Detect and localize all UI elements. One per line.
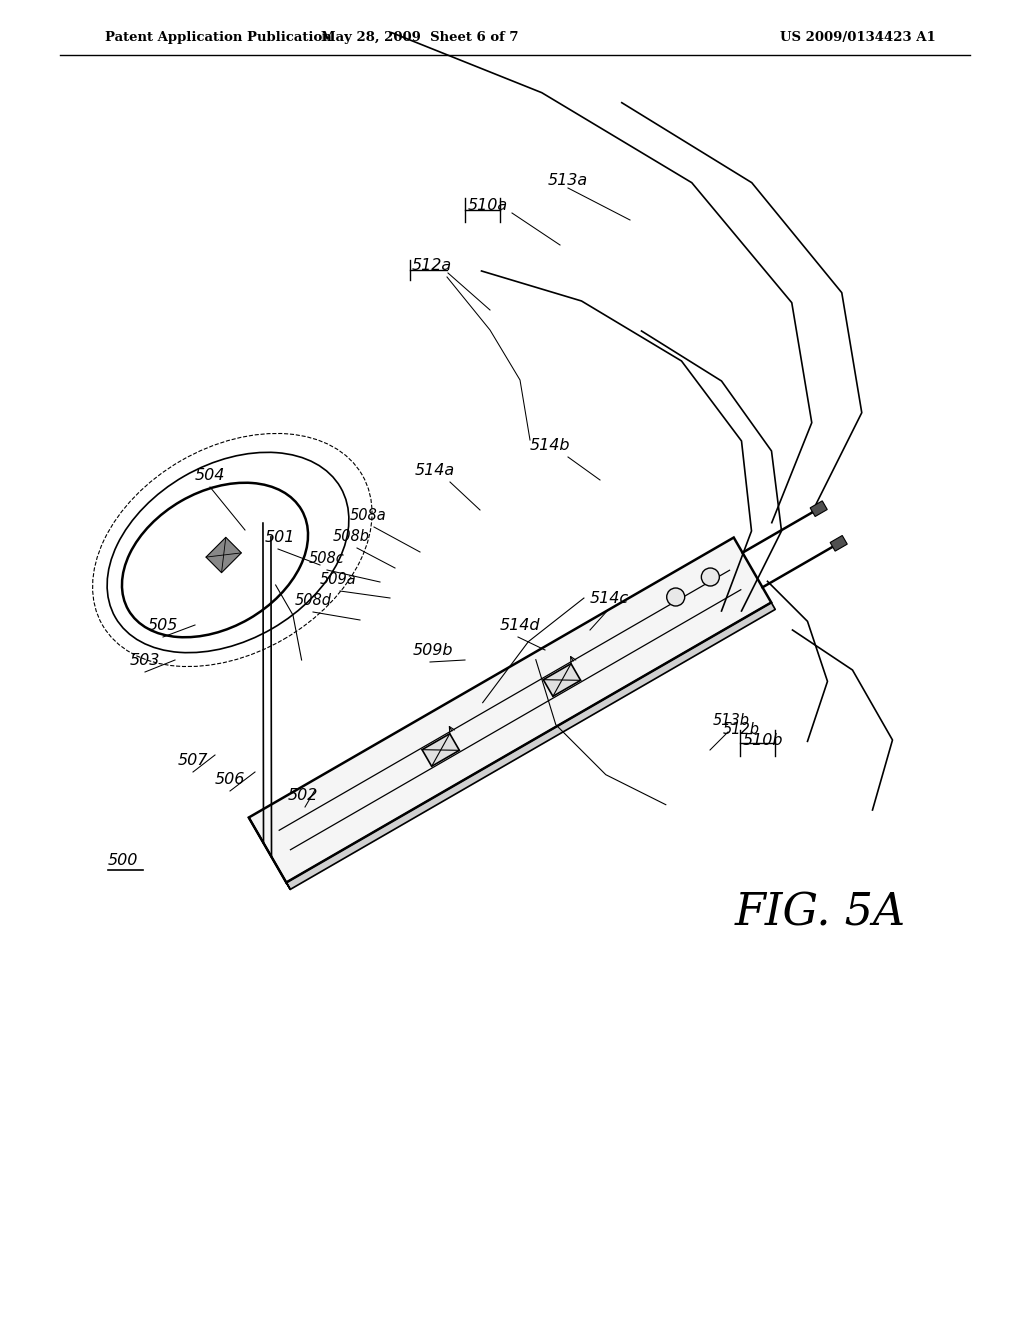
Text: 513b: 513b (713, 713, 750, 729)
Text: 509a: 509a (319, 572, 356, 587)
Text: 508d: 508d (295, 593, 332, 609)
Text: 502: 502 (288, 788, 318, 803)
Text: 514b: 514b (530, 438, 570, 453)
Polygon shape (830, 536, 847, 552)
Text: FIG. 5A: FIG. 5A (735, 891, 906, 935)
Text: Patent Application Publication: Patent Application Publication (105, 32, 332, 45)
Text: 514d: 514d (500, 618, 541, 634)
Text: 510a: 510a (468, 198, 508, 213)
Text: 508b: 508b (333, 529, 370, 544)
Text: 501: 501 (265, 531, 295, 545)
Polygon shape (249, 537, 771, 883)
Text: 500: 500 (108, 853, 138, 869)
Polygon shape (544, 664, 581, 697)
Text: 506: 506 (215, 772, 246, 787)
Polygon shape (287, 602, 775, 890)
Polygon shape (206, 537, 242, 573)
Text: 508a: 508a (350, 508, 387, 523)
Text: US 2009/0134423 A1: US 2009/0134423 A1 (780, 32, 936, 45)
Polygon shape (249, 817, 290, 890)
Text: 508c: 508c (309, 550, 345, 566)
Text: 514a: 514a (415, 463, 455, 478)
Circle shape (667, 587, 685, 606)
Text: 510b: 510b (743, 733, 783, 748)
Text: 514c: 514c (590, 591, 629, 606)
Text: 503: 503 (130, 653, 161, 668)
Polygon shape (422, 734, 460, 767)
Circle shape (701, 568, 719, 586)
Text: 513a: 513a (548, 173, 588, 187)
Text: 509b: 509b (413, 643, 454, 657)
Polygon shape (810, 500, 827, 516)
Text: 507: 507 (178, 752, 208, 768)
Text: 505: 505 (148, 618, 178, 634)
Text: 512a: 512a (412, 257, 453, 273)
Text: 504: 504 (195, 469, 225, 483)
Text: May 28, 2009  Sheet 6 of 7: May 28, 2009 Sheet 6 of 7 (322, 32, 519, 45)
Text: 512b: 512b (723, 722, 760, 737)
